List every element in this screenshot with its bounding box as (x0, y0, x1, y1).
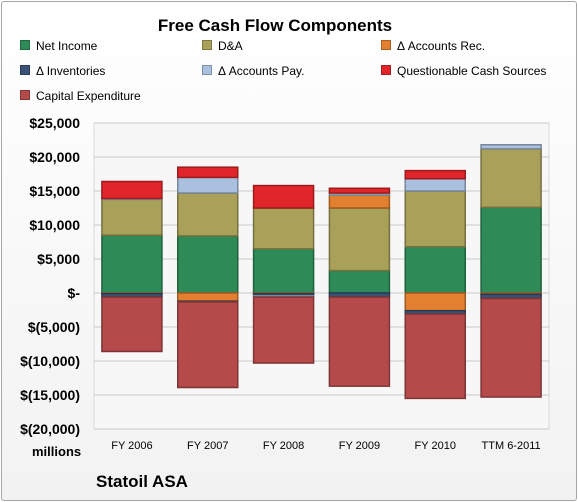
bar-segment (404, 169, 466, 180)
bar-segment (177, 292, 239, 302)
legend-swatch (381, 40, 391, 50)
chart-caption: Statoil ASA (96, 472, 188, 491)
legend-swatch (202, 40, 212, 50)
bar-segment (252, 296, 315, 364)
y-tick-label: $- (68, 285, 81, 301)
bar-segment (252, 207, 315, 250)
y-tick-label: $25,000 (29, 115, 80, 131)
bar-segment (177, 176, 239, 194)
y-tick-label: $(15,000) (20, 387, 80, 403)
legend-label: Δ Inventories (36, 64, 106, 78)
legend-item: Δ Inventories (20, 64, 105, 78)
y-tick-label: $(10,000) (20, 353, 80, 369)
bar-segment (101, 234, 163, 294)
units-label: millions (32, 444, 82, 459)
legend-item: D&A (202, 39, 243, 53)
y-tick-label: $15,000 (29, 183, 80, 199)
legend-swatch (20, 40, 30, 50)
bar-segment (101, 296, 163, 353)
legend-swatch (20, 90, 30, 100)
bar-segment (328, 269, 391, 294)
bar-segment (328, 207, 391, 272)
legend-label: Δ Accounts Pay. (218, 64, 305, 78)
x-tick-label: TTM 6-2011 (482, 440, 541, 452)
bar-segment (177, 166, 239, 179)
bar-segment (404, 292, 466, 312)
x-tick-label: FY 2006 (111, 440, 152, 452)
bar-segment (252, 248, 315, 294)
legend-item: Net Income (20, 39, 97, 53)
bar-segment (101, 198, 163, 236)
bar-segment (480, 144, 542, 150)
chart-title: Free Cash Flow Components (157, 16, 393, 35)
bar-segment (252, 184, 315, 209)
legend-item: Capital Expenditure (20, 89, 141, 103)
x-tick-label: FY 2009 (339, 440, 380, 452)
bar-segment (177, 235, 239, 294)
bar-segment (404, 190, 466, 248)
legend-label: Net Income (36, 39, 98, 53)
legend-label: Questionable Cash Sources (397, 64, 547, 78)
legend-label: Δ Accounts Rec. (397, 39, 486, 53)
legend-item: Questionable Cash Sources (381, 64, 546, 78)
y-tick-label: $10,000 (29, 217, 80, 233)
bar-segment (404, 178, 466, 192)
y-tick-label: $20,000 (29, 149, 80, 165)
bar-segment (480, 206, 542, 294)
bar-segment (177, 192, 239, 237)
y-tick-label: $5,000 (37, 251, 80, 267)
y-tick-label: $(20,000) (20, 421, 80, 437)
x-tick-label: FY 2007 (187, 440, 228, 452)
legend-label: D&A (218, 39, 243, 53)
bar-segment (480, 148, 542, 209)
bar-segment (328, 187, 391, 194)
bar-segment (328, 194, 391, 209)
x-tick-label: FY 2008 (263, 440, 304, 452)
plot-area (93, 122, 550, 430)
legend-item: Δ Accounts Pay. (202, 64, 305, 78)
x-tick-label: FY 2010 (415, 440, 456, 452)
bar-segment (101, 180, 163, 200)
legend-swatch (381, 65, 391, 75)
legend-label: Capital Expenditure (36, 89, 141, 103)
bar-segment (404, 246, 466, 294)
legend-swatch (20, 65, 30, 75)
legend-item: Δ Accounts Rec. (381, 39, 485, 53)
y-tick-label: $(5,000) (28, 319, 80, 335)
bar-segment (404, 313, 466, 400)
legend-swatch (202, 65, 212, 75)
bar-segment (328, 296, 391, 387)
bar-segment (480, 297, 542, 398)
bar-segment (177, 301, 239, 389)
